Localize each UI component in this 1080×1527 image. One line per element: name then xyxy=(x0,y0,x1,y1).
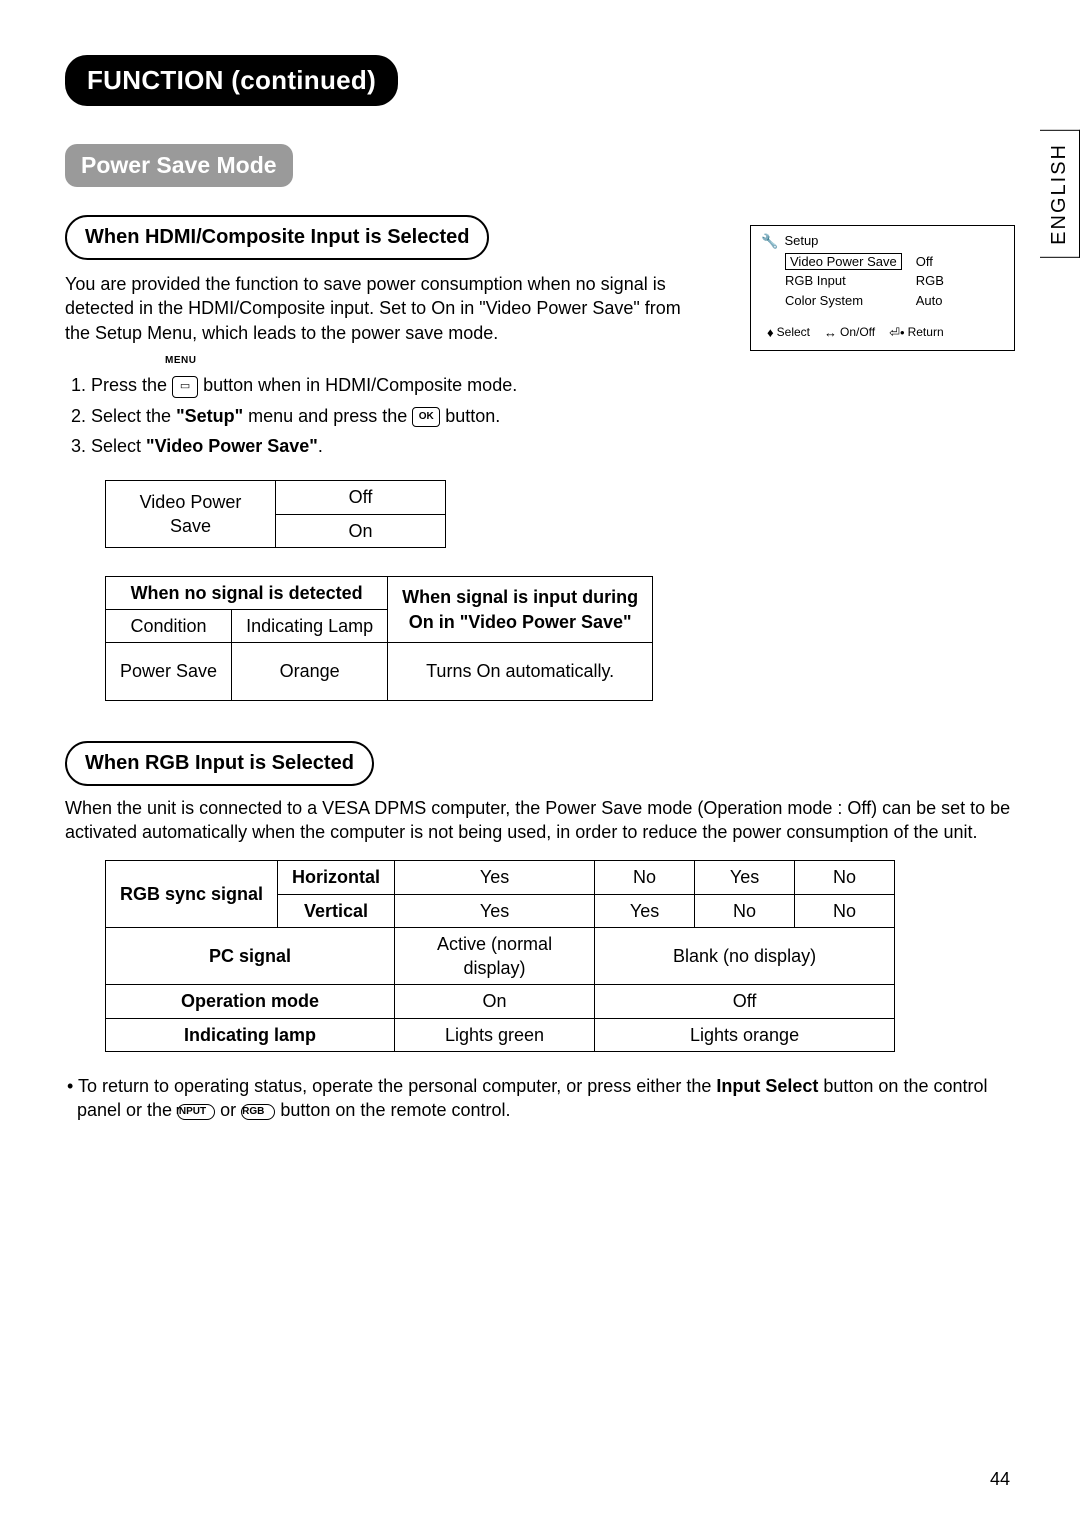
step-2: Select the "Setup" menu and press the OK… xyxy=(91,404,1015,428)
cell: On xyxy=(395,985,595,1018)
osd-val-rgb: RGB xyxy=(912,271,954,291)
signal-table: When no signal is detected When signal i… xyxy=(105,576,653,701)
vps-on: On xyxy=(276,514,446,547)
subsection-power-save: Power Save Mode xyxy=(65,144,293,187)
cell: Yes xyxy=(695,861,795,894)
osd-title: Setup xyxy=(784,232,818,250)
return-note: • To return to operating status, operate… xyxy=(65,1074,1015,1123)
leftright-icon: ↔ xyxy=(824,326,837,339)
steps-list: Press the ▭ button when in HDMI/Composit… xyxy=(65,373,1015,458)
sig-c1: Condition xyxy=(106,610,232,643)
page-number: 44 xyxy=(990,1467,1010,1491)
cell: No xyxy=(795,861,895,894)
updown-icon: ♦ xyxy=(767,326,774,339)
language-tab: ENGLISH xyxy=(1040,130,1080,258)
step-3: Select "Video Power Save". xyxy=(91,434,1015,458)
sig-r2: Orange xyxy=(232,643,388,700)
osd-nav-return: Return xyxy=(908,324,944,340)
cell: Blank (no display) xyxy=(595,927,895,985)
step-1: Press the ▭ button when in HDMI/Composit… xyxy=(91,373,1015,397)
sig-r3: Turns On automatically. xyxy=(388,643,653,700)
cell: Off xyxy=(595,985,895,1018)
vps-off: Off xyxy=(276,481,446,514)
cell: No xyxy=(695,894,795,927)
osd-row-color: Color System xyxy=(781,291,912,311)
rgb-vert: Vertical xyxy=(278,894,395,927)
osd-row-vps: Video Power Save xyxy=(785,253,902,270)
osd-nav-select: Select xyxy=(777,324,810,340)
cell: No xyxy=(595,861,695,894)
sig-h1: When no signal is detected xyxy=(106,576,388,609)
menu-small-label: MENU xyxy=(165,355,196,366)
return-icon: ⏎• xyxy=(889,326,904,339)
rgb-op: Operation mode xyxy=(106,985,395,1018)
sig-c2: Indicating Lamp xyxy=(232,610,388,643)
sig-r1: Power Save xyxy=(106,643,232,700)
osd-setup-panel: 🔧 Setup Video Power Save Off RGB InputRGB… xyxy=(750,225,1015,351)
cell: No xyxy=(795,894,895,927)
rgb-pc: PC signal xyxy=(106,927,395,985)
rgb-horiz: Horizontal xyxy=(278,861,395,894)
cell: Lights orange xyxy=(595,1018,895,1051)
sig-h2: When signal is input duringOn in "Video … xyxy=(388,576,653,643)
osd-val-color: Auto xyxy=(912,291,954,311)
wrench-icon: 🔧 xyxy=(761,234,778,248)
rgb-sync: RGB sync signal xyxy=(106,861,278,928)
cell: Active (normal display) xyxy=(395,927,595,985)
vps-label: Video Power Save xyxy=(106,481,276,548)
cell: Yes xyxy=(395,861,595,894)
capsule-rgb: When RGB Input is Selected xyxy=(65,741,374,786)
osd-val-vps: Off xyxy=(912,252,954,272)
section-header-function: FUNCTION (continued) xyxy=(65,55,398,106)
input-button-icon: INPUT xyxy=(177,1104,215,1120)
capsule-hdmi: When HDMI/Composite Input is Selected xyxy=(65,215,489,260)
osd-settings-table: Video Power Save Off RGB InputRGB Color S… xyxy=(781,252,954,311)
menu-button-icon: ▭ xyxy=(172,376,198,398)
cell: Yes xyxy=(595,894,695,927)
rgb-table: RGB sync signal Horizontal Yes No Yes No… xyxy=(105,860,895,1052)
rgb-lamp: Indicating lamp xyxy=(106,1018,395,1051)
osd-nav-onoff: On/Off xyxy=(840,324,875,340)
osd-nav-row: ♦Select ↔On/Off ⏎• Return xyxy=(767,324,1004,340)
osd-row-rgb: RGB Input xyxy=(781,271,912,291)
rgb-intro: When the unit is connected to a VESA DPM… xyxy=(65,796,1015,845)
cell: Yes xyxy=(395,894,595,927)
rgb-button-icon: RGB xyxy=(241,1104,275,1120)
vps-table: Video Power Save Off On xyxy=(105,480,446,548)
ok-button-icon: OK xyxy=(412,407,440,427)
cell: Lights green xyxy=(395,1018,595,1051)
intro-text: You are provided the function to save po… xyxy=(65,272,685,345)
